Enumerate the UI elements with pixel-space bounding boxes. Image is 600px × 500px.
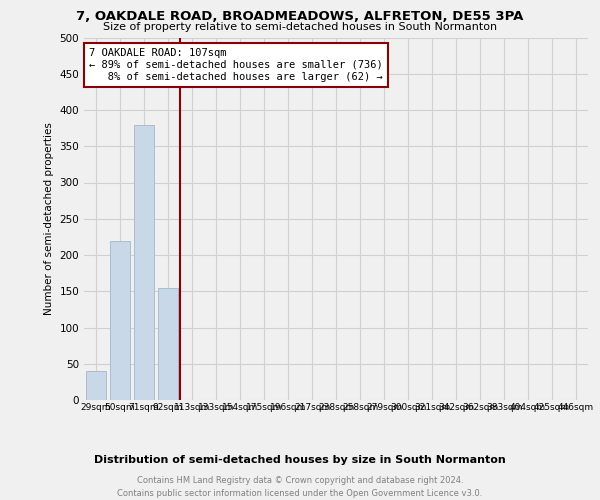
Bar [110,240,130,400]
Text: Contains HM Land Registry data © Crown copyright and database right 2024.
Contai: Contains HM Land Registry data © Crown c… [118,476,482,498]
Text: 7 OAKDALE ROAD: 107sqm
← 89% of semi-detached houses are smaller (736)
   8% of : 7 OAKDALE ROAD: 107sqm ← 89% of semi-det… [89,48,383,82]
Bar [134,124,154,400]
Bar [158,288,178,400]
Bar [86,371,106,400]
Text: Size of property relative to semi-detached houses in South Normanton: Size of property relative to semi-detach… [103,22,497,32]
Text: 7, OAKDALE ROAD, BROADMEADOWS, ALFRETON, DE55 3PA: 7, OAKDALE ROAD, BROADMEADOWS, ALFRETON,… [76,10,524,23]
Text: Distribution of semi-detached houses by size in South Normanton: Distribution of semi-detached houses by … [94,455,506,465]
Y-axis label: Number of semi-detached properties: Number of semi-detached properties [44,122,54,315]
